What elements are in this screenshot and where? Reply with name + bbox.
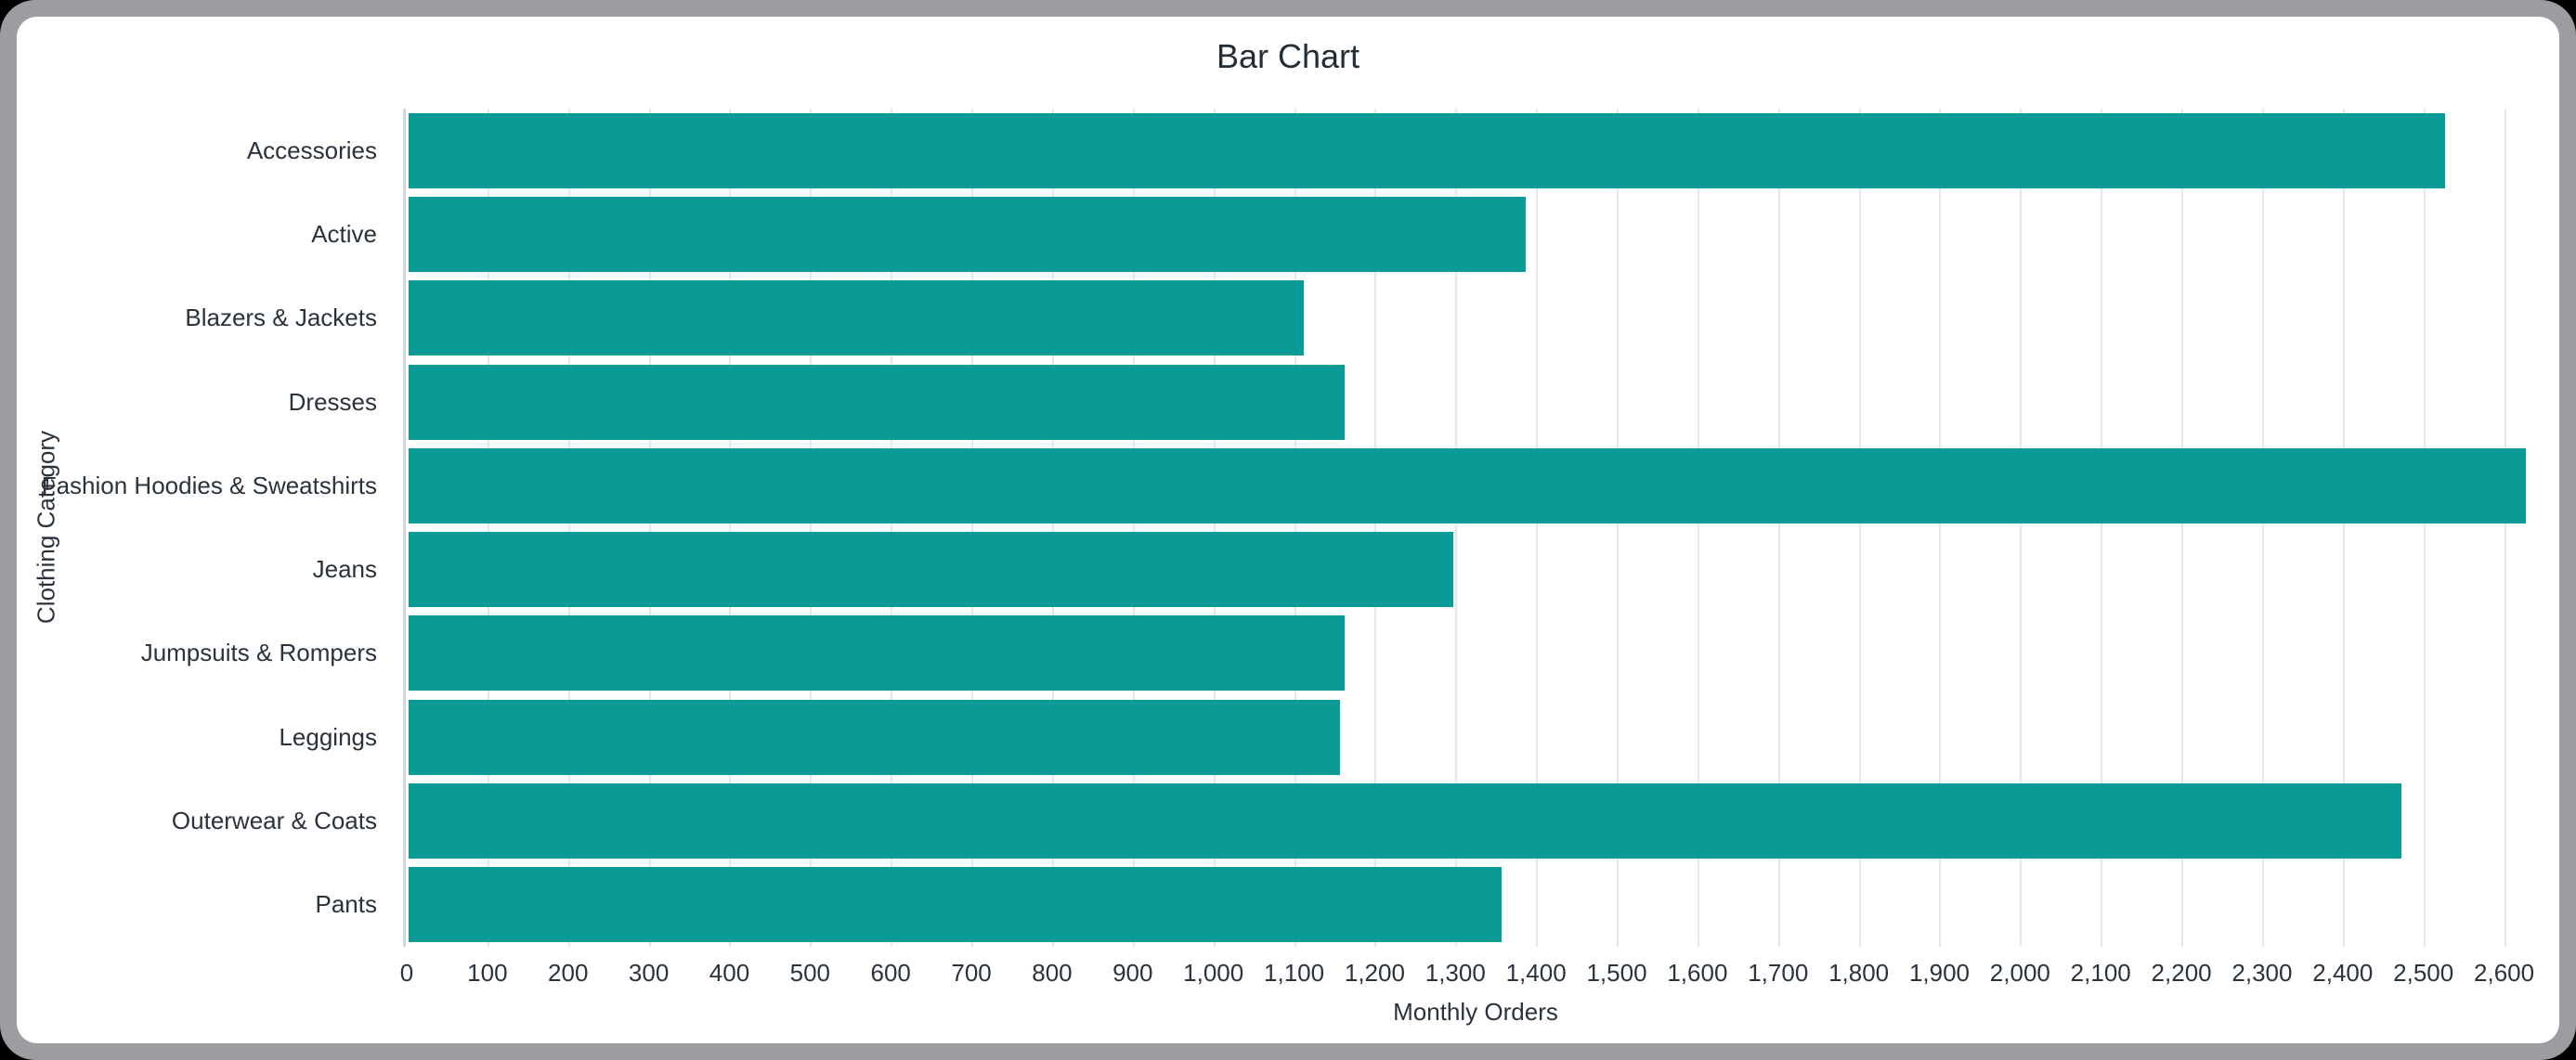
gridline <box>891 109 893 947</box>
x-tick-label: 700 <box>951 959 992 987</box>
bar-outerwear-coats[interactable] <box>409 783 2401 860</box>
gridline <box>1213 109 1216 947</box>
category-label: Leggings <box>279 722 377 751</box>
bar-pants[interactable] <box>409 867 1503 943</box>
gridline <box>810 109 813 947</box>
x-tick-label: 1,600 <box>1667 959 1728 987</box>
category-label: Jumpsuits & Rompers <box>140 639 377 667</box>
gridline <box>1939 109 1942 947</box>
x-tick-label: 200 <box>548 959 589 987</box>
gridline <box>971 109 974 947</box>
category-label: Pants <box>315 890 378 919</box>
gridline <box>1617 109 1620 947</box>
gridline <box>567 109 570 947</box>
gridline <box>1051 109 1054 947</box>
bar-jumpsuits-rompers[interactable] <box>409 615 1345 692</box>
x-tick-label: 0 <box>399 959 414 987</box>
category-label: Blazers & Jackets <box>185 304 377 332</box>
gridline <box>2261 109 2264 947</box>
gridline <box>2504 109 2506 947</box>
x-tick-label: 300 <box>628 959 670 987</box>
x-tick-label: 1,700 <box>1748 959 1809 987</box>
x-tick-label: 500 <box>789 959 831 987</box>
x-tick-label: 2,300 <box>2231 959 2293 987</box>
x-tick-label: 1,400 <box>1505 959 1567 987</box>
bar-accessories[interactable] <box>409 112 2446 188</box>
x-tick-label: 900 <box>1112 959 1153 987</box>
x-tick-label: 1,900 <box>1908 959 1971 987</box>
gridline <box>2342 109 2345 947</box>
gridline <box>2020 109 2023 947</box>
x-tick-label: 2,200 <box>2151 959 2212 987</box>
gridline <box>2181 109 2184 947</box>
x-tick-label: 400 <box>709 959 750 987</box>
gridline <box>2101 109 2103 947</box>
bar-dresses[interactable] <box>409 364 1345 440</box>
x-tick-label: 2,400 <box>2312 959 2374 987</box>
bar-blazers-jackets[interactable] <box>409 280 1305 356</box>
category-label: Accessories <box>246 136 377 164</box>
bar-leggings[interactable] <box>409 699 1341 775</box>
x-tick-label: 1,200 <box>1344 959 1405 987</box>
gridline <box>1294 109 1296 947</box>
y-axis-line <box>403 109 406 947</box>
bar-active[interactable] <box>409 196 1527 272</box>
x-tick-label: 1,800 <box>1828 959 1890 987</box>
chart-surface: Bar Chart Clothing Category Accessories A… <box>17 17 2559 1043</box>
gridline <box>2423 109 2426 947</box>
bar-fashion-hoodies-sweatshirts[interactable] <box>409 447 2527 524</box>
x-tick-label: 2,000 <box>1989 959 2050 987</box>
gridline <box>1455 109 1458 947</box>
gridline <box>1132 109 1135 947</box>
x-tick-label: 1,300 <box>1425 959 1486 987</box>
x-tick-label: 600 <box>870 959 911 987</box>
x-tick-label: 2,600 <box>2474 959 2535 987</box>
gridline <box>1697 109 1699 947</box>
x-tick-label: 1,000 <box>1183 959 1244 987</box>
category-label: Outerwear & Coats <box>171 807 377 835</box>
x-tick-label: 2,500 <box>2393 959 2454 987</box>
gridline <box>1536 109 1539 947</box>
chart-title: Bar Chart <box>1216 37 1360 75</box>
category-axis: Accessories Active Blazers & Jackets Dresse… <box>17 109 392 947</box>
gridline <box>729 109 732 947</box>
gridline <box>648 109 651 947</box>
x-axis-title: Monthly Orders <box>1393 998 1558 1026</box>
gridline <box>1777 109 1780 947</box>
category-label: Jeans <box>312 555 377 584</box>
category-label: Dresses <box>288 387 377 416</box>
category-label: Active <box>311 219 377 248</box>
plot-area <box>403 109 2544 947</box>
x-tick-label: 100 <box>467 959 508 987</box>
x-axis-ticks: 0 100 200 300 400 500 600 700 800 900 1,000 1,100 1,… <box>400 958 2544 988</box>
bar-jeans[interactable] <box>409 532 1453 608</box>
x-tick-label: 2,100 <box>2070 959 2131 987</box>
x-tick-label: 1,100 <box>1264 959 1325 987</box>
x-tick-label: 1,500 <box>1586 959 1647 987</box>
gridline <box>487 109 489 947</box>
x-tick-label: 800 <box>1032 959 1073 987</box>
category-label: Fashion Hoodies & Sweatshirts <box>41 471 377 499</box>
gridline <box>1858 109 1861 947</box>
gridline <box>1374 109 1377 947</box>
